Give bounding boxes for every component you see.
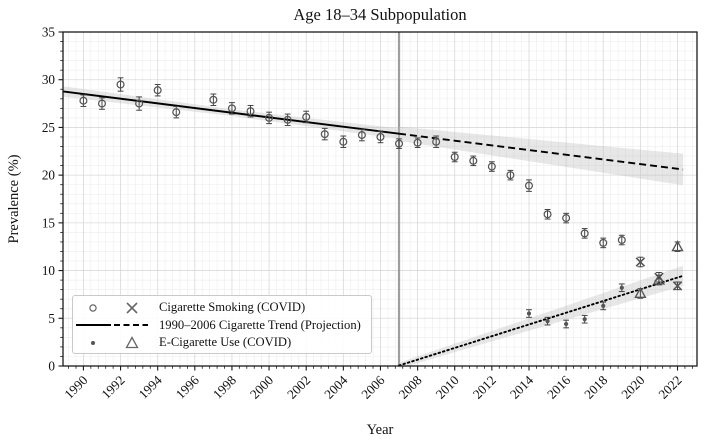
x-tick-label: 2014 [507, 372, 537, 402]
x-tick-label: 2022 [655, 373, 684, 402]
trend-line-solid [62, 90, 400, 135]
dot-marker-icon [73, 336, 113, 350]
legend-label: 1990–2006 Cigarette Trend (Projection) [159, 317, 361, 332]
y-tick-label: 0 [48, 359, 55, 374]
legend-row-ecigarette: E-Cigarette Use (COVID) [73, 334, 371, 352]
x-tick-label: 2016 [544, 372, 574, 402]
x-tick-label: 1998 [210, 372, 240, 402]
y-tick-label: 30 [42, 72, 56, 87]
legend-label: Cigarette Smoking (COVID) [159, 300, 306, 315]
open-circle-marker-icon [73, 301, 113, 315]
x-tick-label: 2008 [395, 372, 425, 402]
x-axis-label: Year [366, 422, 394, 438]
x-tick-label: 2010 [433, 372, 463, 402]
series-cigarette-smoking [79, 77, 626, 249]
dashed-line-icon [113, 318, 151, 332]
x-tick-label: 1990 [61, 372, 91, 402]
triangle-marker-icon [113, 335, 151, 350]
trend-line-dashed [398, 132, 684, 171]
y-tick-label: 10 [42, 263, 56, 278]
x-tick-label: 2004 [321, 372, 351, 402]
series-cigarette-smoking-covid- [635, 256, 683, 291]
x-tick-label: 2006 [358, 372, 388, 402]
x-tick-labels: 1990 1992 1994 1996 1998 2000 2002 2004 2006 2008… [61, 372, 684, 402]
chart-title: Age 18–34 Subpopulation [293, 5, 467, 24]
solid-line-icon [73, 318, 113, 332]
trend-line-dotted [398, 274, 685, 367]
x-tick-label: 1992 [98, 373, 127, 402]
axis-ticks [58, 31, 693, 371]
x-tick-label: 2018 [581, 372, 611, 402]
y-tick-label: 35 [42, 25, 56, 40]
legend: Cigarette Smoking (COVID) 1990–2006 Ciga… [72, 295, 372, 354]
y-tick-label: 20 [42, 168, 56, 183]
x-tick-label: 1996 [173, 372, 203, 402]
y-tick-label: 5 [48, 311, 55, 326]
y-tick-label: 15 [42, 215, 56, 230]
x-tick-label: 2012 [470, 373, 499, 402]
series-e-cigarette-use [526, 283, 625, 329]
legend-label: E-Cigarette Use (COVID) [159, 335, 292, 350]
x-tick-label: 2002 [284, 373, 313, 402]
x-tick-label: 2020 [618, 372, 648, 402]
confidence-band [399, 126, 684, 186]
x-tick-label: 2000 [247, 372, 277, 402]
trend-lines [62, 90, 685, 367]
y-axis-label: Prevalence (%) [6, 154, 22, 244]
x-marker-icon [113, 301, 151, 315]
x-tick-label: 1994 [136, 372, 166, 402]
y-tick-labels: 0 5 10 15 20 25 30 35 [42, 25, 56, 374]
legend-row-trend: 1990–2006 Cigarette Trend (Projection) [73, 317, 371, 335]
series-e-cigarette-use-covid- [634, 240, 684, 299]
legend-row-cigarette: Cigarette Smoking (COVID) [73, 299, 371, 317]
y-tick-label: 25 [42, 120, 56, 135]
